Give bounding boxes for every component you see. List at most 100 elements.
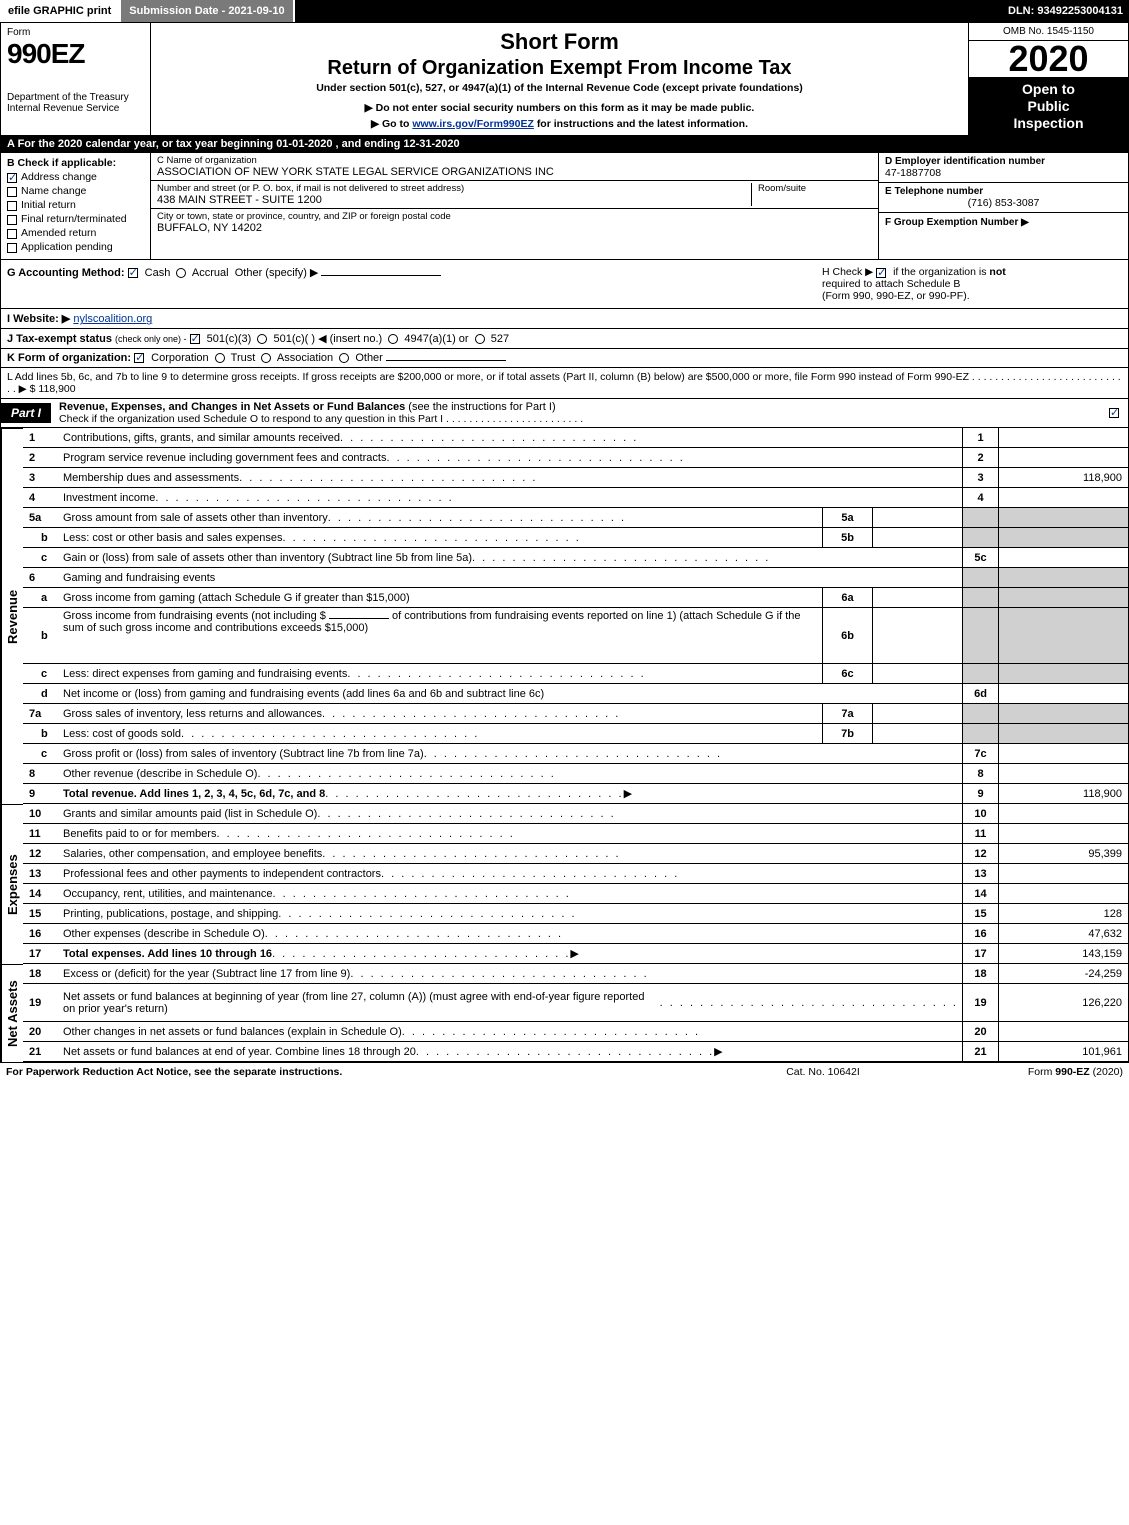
line-3: 3 Membership dues and assessments 3 118,… (23, 468, 1129, 488)
line-subcol: 7b (822, 724, 872, 743)
line-desc: Other expenses (describe in Schedule O) (59, 924, 962, 943)
other-specify-input[interactable] (321, 275, 441, 276)
expenses-section: Expenses 10 Grants and similar amounts p… (0, 804, 1129, 964)
line-amount: 126,220 (998, 984, 1128, 1021)
line-desc: Program service revenue including govern… (59, 448, 962, 467)
line-num: 15 (23, 904, 59, 923)
k-label: K Form of organization: (7, 352, 131, 364)
dots (272, 948, 570, 960)
line-subcol: 6b (822, 608, 872, 663)
line-amount: 95,399 (998, 844, 1128, 863)
line-refnum-shade (962, 568, 998, 587)
cb-name-change[interactable]: Name change (7, 185, 144, 197)
goto-link[interactable]: www.irs.gov/Form990EZ (412, 118, 534, 130)
line-text: Gaming and fundraising events (63, 572, 215, 584)
rb-501c[interactable] (257, 334, 267, 344)
line-8: 8 Other revenue (describe in Schedule O)… (23, 764, 1129, 784)
line-refnum: 18 (962, 964, 998, 983)
part1-checkbox[interactable] (1104, 407, 1128, 419)
part1-header: Part I Revenue, Expenses, and Changes in… (0, 399, 1129, 428)
part1-title-text: Revenue, Expenses, and Changes in Net As… (59, 401, 405, 413)
open-public-badge: Open to Public Inspection (969, 77, 1128, 135)
netassets-side-label: Net Assets (1, 964, 23, 1062)
dots (472, 552, 770, 564)
line-amount: 101,961 (998, 1042, 1128, 1061)
line-9: 9 Total revenue. Add lines 1, 2, 3, 4, 5… (23, 784, 1129, 804)
expenses-side-label: Expenses (1, 804, 23, 964)
rb-trust[interactable] (215, 353, 225, 363)
line-text: Less: cost or other basis and sales expe… (63, 532, 283, 544)
line-amount (998, 884, 1128, 903)
line-text: Other changes in net assets or fund bala… (63, 1026, 402, 1038)
line-refnum: 8 (962, 764, 998, 783)
rb-527[interactable] (475, 334, 485, 344)
contrib-amount-input[interactable] (329, 618, 389, 619)
rb-accrual[interactable] (176, 268, 186, 278)
cb-501c3[interactable] (190, 334, 200, 344)
cb-initial-return[interactable]: Initial return (7, 199, 144, 211)
checkbox-icon (1109, 408, 1119, 418)
part1-title: Revenue, Expenses, and Changes in Net As… (51, 399, 1104, 427)
line-num: 14 (23, 884, 59, 903)
line-num: d (23, 684, 59, 703)
cb-app-pending[interactable]: Application pending (7, 241, 144, 253)
line-refnum: 12 (962, 844, 998, 863)
cb-address-change[interactable]: Address change (7, 171, 144, 183)
footer-form-pre: Form (1028, 1066, 1055, 1078)
group-exemption-cell: F Group Exemption Number ▶ (879, 213, 1128, 259)
line-text: Membership dues and assessments (63, 472, 239, 484)
line-refnum-shade (962, 704, 998, 723)
line-amount (998, 488, 1128, 507)
rb-other-org[interactable] (339, 353, 349, 363)
line-desc: Printing, publications, postage, and shi… (59, 904, 962, 923)
line-num: 6 (23, 568, 59, 587)
dots (325, 788, 623, 800)
other-org-input[interactable] (386, 360, 506, 361)
h-text3: required to attach Schedule B (822, 278, 960, 290)
line-num: b (23, 528, 59, 547)
line-amount-shade (998, 568, 1128, 587)
footer-form-post: (2020) (1093, 1066, 1123, 1078)
dots (265, 928, 563, 940)
website-link[interactable]: nylscoalition.org (73, 313, 152, 325)
cb-schedule-b[interactable] (876, 268, 886, 278)
line-refnum: 19 (962, 984, 998, 1021)
addr-value: 438 MAIN STREET - SUITE 1200 (157, 194, 745, 206)
l-amount: $ 118,900 (30, 383, 76, 395)
form-number: 990EZ (7, 38, 144, 70)
org-name-label: C Name of organization (157, 155, 872, 166)
cb-amended[interactable]: Amended return (7, 227, 144, 239)
goto-pre: ▶ Go to (371, 118, 412, 130)
line-desc: Membership dues and assessments (59, 468, 962, 487)
line-desc: Professional fees and other payments to … (59, 864, 962, 883)
line-amount (998, 864, 1128, 883)
cb-final-return[interactable]: Final return/terminated (7, 213, 144, 225)
line-desc: Gross income from gaming (attach Schedul… (59, 588, 822, 607)
rb-assoc[interactable] (261, 353, 271, 363)
cb-corp[interactable] (134, 353, 144, 363)
efile-label[interactable]: efile GRAPHIC print (0, 0, 121, 22)
subtitle: Under section 501(c), 527, or 4947(a)(1)… (316, 82, 803, 94)
dots (402, 1026, 700, 1038)
row-gh: G Accounting Method: Cash Accrual Other … (0, 260, 1129, 309)
line-subcol: 6c (822, 664, 872, 683)
line-amount-shade (998, 588, 1128, 607)
line-6d: d Net income or (loss) from gaming and f… (23, 684, 1129, 704)
line-amount: 128 (998, 904, 1128, 923)
line-amount (998, 684, 1128, 703)
rb-4947[interactable] (388, 334, 398, 344)
line-18: 18 Excess or (deficit) for the year (Sub… (23, 964, 1129, 984)
line-refnum: 14 (962, 884, 998, 903)
dots (340, 432, 638, 444)
line-refnum: 15 (962, 904, 998, 923)
line-num: 16 (23, 924, 59, 943)
j-label: J Tax-exempt status (7, 333, 112, 345)
line-amount-shade (998, 704, 1128, 723)
line-refnum: 20 (962, 1022, 998, 1041)
cb-cash[interactable] (128, 268, 138, 278)
line-num: 18 (23, 964, 59, 983)
line-5b: b Less: cost or other basis and sales ex… (23, 528, 1129, 548)
line-amount-shade (998, 528, 1128, 547)
k-corp: Corporation (151, 352, 208, 364)
line-num: a (23, 588, 59, 607)
